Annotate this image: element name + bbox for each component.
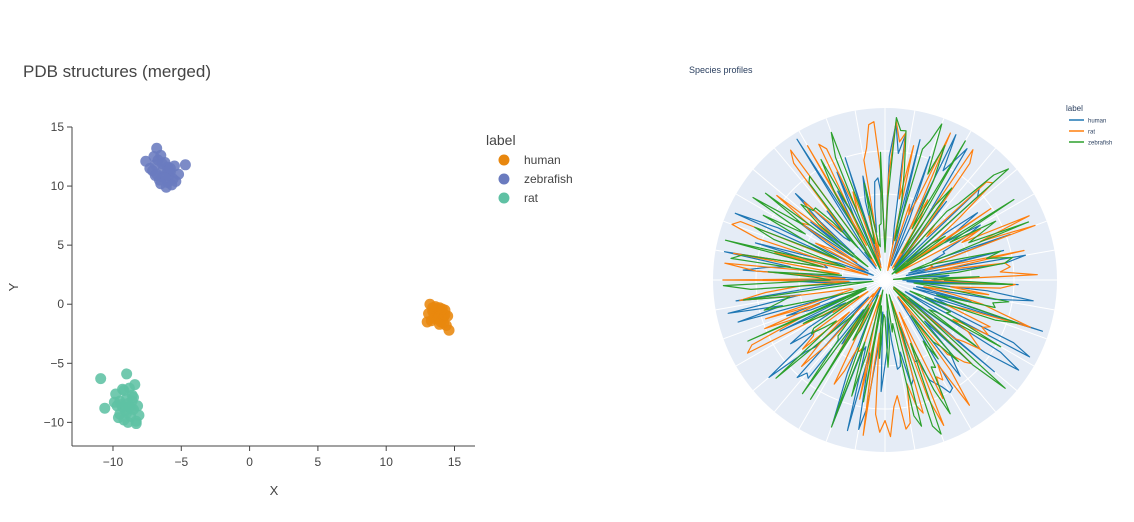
legend-marker-rat (498, 192, 510, 204)
polar-legend-label-rat: rat (1088, 130, 1095, 136)
polar-grid-spoke (735, 279, 886, 367)
polar-legend-item-human[interactable]: human (1069, 119, 1106, 125)
x-axis-title: X (270, 483, 279, 498)
scatter-legend: label human zebrafish rat (486, 132, 573, 205)
legend-label-zebrafish: zebrafish (524, 172, 573, 186)
y-tick-label: 0 (57, 297, 64, 311)
legend-marker-zebrafish (498, 173, 510, 185)
polar-line-zebrafish[interactable] (722, 117, 1030, 435)
polar-grid-spoke (884, 279, 972, 430)
point-human[interactable] (443, 324, 455, 336)
point-rat[interactable] (130, 418, 142, 430)
polar-series-lines (722, 117, 1043, 438)
point-zebrafish[interactable] (170, 175, 182, 187)
x-tick-label: −5 (174, 455, 188, 469)
legend-label-human: human (524, 153, 561, 167)
polar-legend-item-zebrafish[interactable]: zebrafish (1069, 141, 1112, 147)
x-tick-label: 15 (448, 455, 462, 469)
legend-label-rat: rat (524, 191, 539, 205)
polar-legend: label human rat zebrafish (1066, 104, 1112, 147)
point-zebrafish[interactable] (155, 178, 167, 190)
polar-legend-title: label (1066, 104, 1083, 113)
y-tick-label: −5 (50, 356, 64, 370)
x-tick-label: 5 (315, 455, 322, 469)
x-tick-label: 0 (246, 455, 253, 469)
point-rat[interactable] (127, 392, 139, 404)
legend-item-zebrafish[interactable]: zebrafish (498, 172, 573, 186)
scatter-chart: PDB structures (merged) −10 −5 0 5 10 15 −10 −5… (6, 62, 573, 498)
point-zebrafish[interactable] (179, 159, 191, 171)
point-rat[interactable] (99, 402, 111, 414)
point-rat[interactable] (129, 379, 141, 391)
point-human[interactable] (423, 308, 435, 320)
point-rat[interactable] (133, 409, 145, 421)
scatter-title: PDB structures (merged) (23, 62, 211, 81)
y-tick-label: 15 (51, 120, 65, 134)
point-zebrafish[interactable] (164, 162, 176, 174)
legend-item-human[interactable]: human (498, 153, 561, 167)
point-zebrafish[interactable] (149, 169, 161, 181)
y-tick-label: 5 (57, 238, 64, 252)
point-zebrafish[interactable] (140, 155, 152, 167)
polar-title: Species profiles (689, 65, 753, 75)
point-zebrafish[interactable] (148, 151, 160, 163)
point-rat[interactable] (118, 414, 130, 426)
y-tick-label: 10 (51, 179, 65, 193)
point-rat[interactable] (121, 368, 133, 380)
y-tick-label: −10 (44, 415, 65, 429)
polar-legend-item-rat[interactable]: rat (1069, 130, 1095, 136)
y-axis-title: Y (6, 282, 21, 291)
legend-title: label (486, 132, 516, 148)
polar-chart: Species profiles label human rat zebrafi… (689, 65, 1112, 452)
point-rat[interactable] (117, 383, 129, 395)
point-rat[interactable] (95, 373, 107, 385)
point-human[interactable] (433, 318, 445, 330)
legend-item-rat[interactable]: rat (498, 191, 539, 205)
polar-legend-label-zebrafish: zebrafish (1088, 141, 1112, 147)
point-rat[interactable] (132, 400, 144, 412)
point-human[interactable] (436, 303, 448, 315)
legend-marker-human (498, 154, 510, 166)
scatter-axes: −10 −5 0 5 10 15 −10 −5 0 5 10 15 (44, 120, 475, 469)
polar-line-rat[interactable] (722, 119, 1038, 438)
x-tick-label: 10 (380, 455, 394, 469)
point-rat[interactable] (108, 396, 120, 408)
polar-legend-label-human: human (1088, 119, 1106, 125)
scatter-points (95, 142, 455, 430)
x-tick-label: −10 (103, 455, 124, 469)
